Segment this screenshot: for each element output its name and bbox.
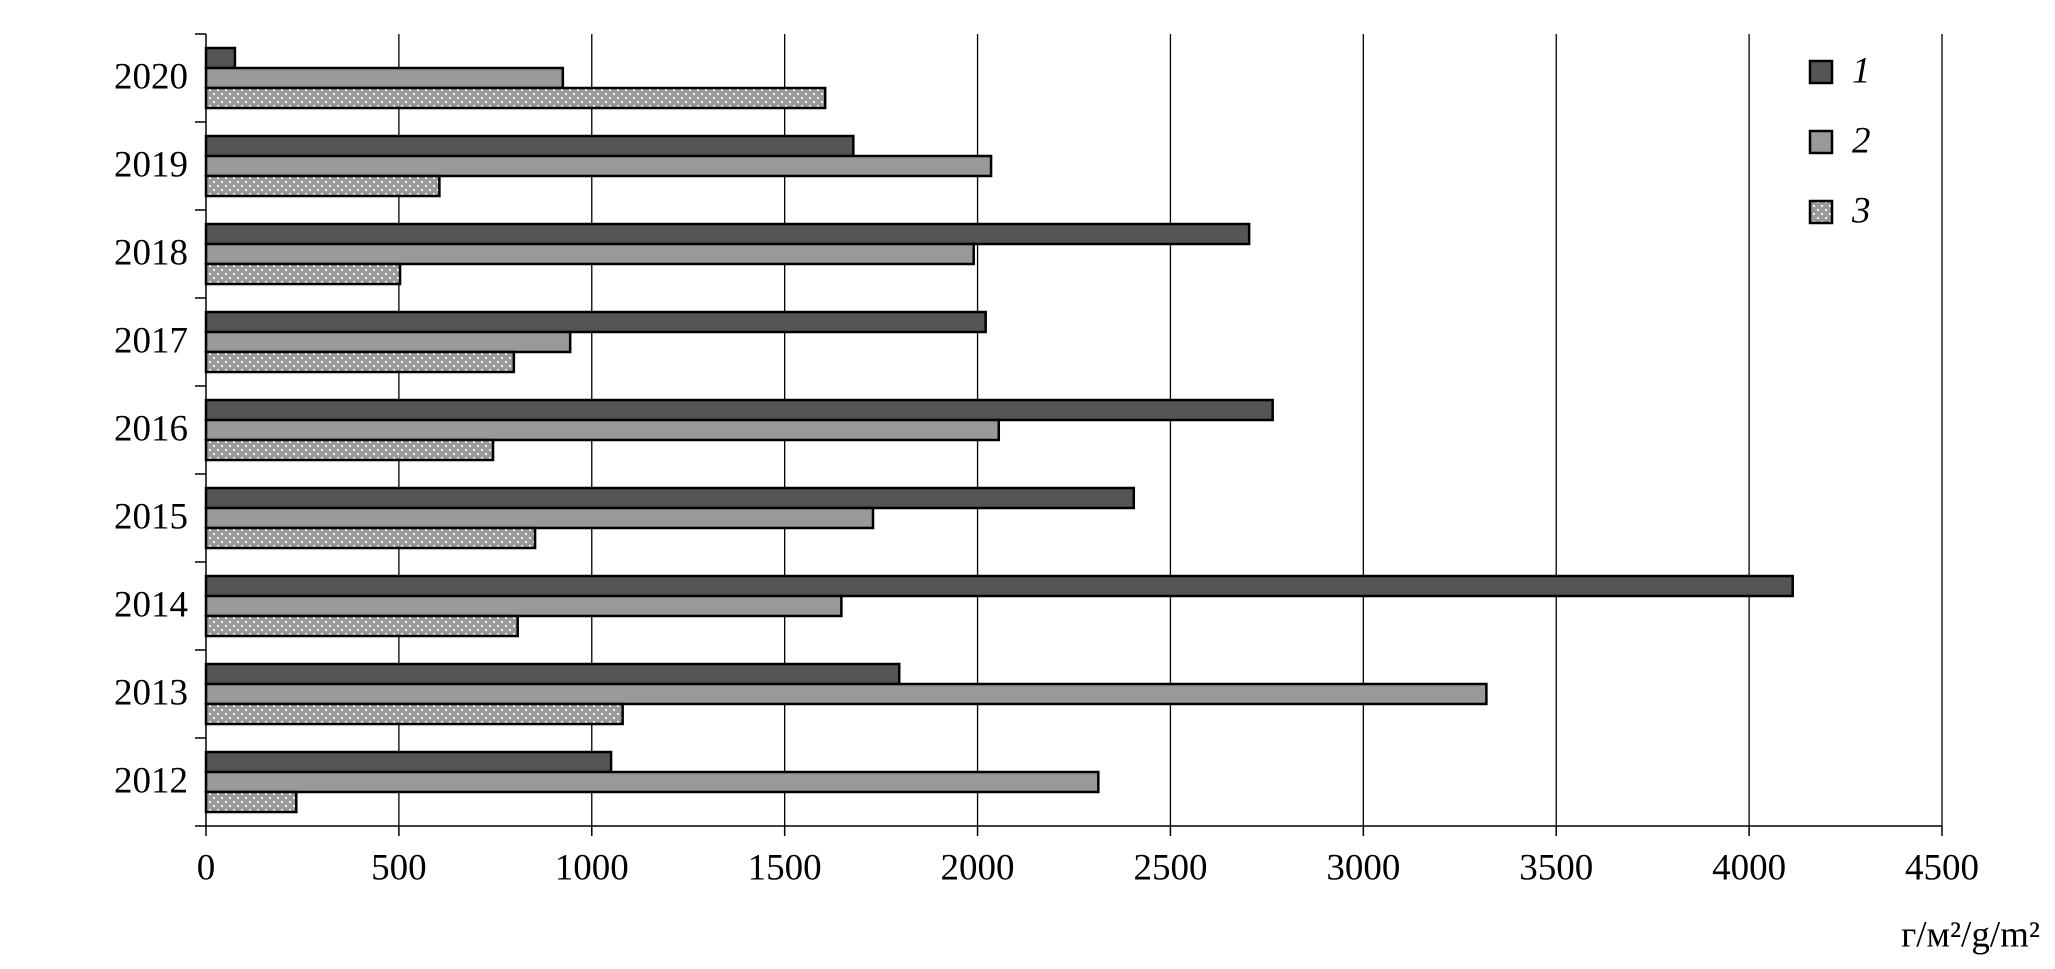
x-tick-label: 1000 bbox=[555, 847, 629, 888]
y-tick-label: 2019 bbox=[114, 144, 188, 185]
bar bbox=[204, 614, 519, 638]
x-tick-label: 1500 bbox=[748, 847, 822, 888]
bar bbox=[204, 418, 1001, 442]
y-tick-label: 2012 bbox=[114, 760, 188, 801]
bar bbox=[204, 262, 402, 286]
bar bbox=[204, 350, 516, 374]
bar bbox=[204, 310, 987, 334]
bar bbox=[204, 682, 1488, 706]
bar bbox=[204, 702, 624, 726]
legend-label: 2 bbox=[1852, 120, 1871, 161]
bar bbox=[204, 222, 1251, 246]
bar bbox=[204, 770, 1100, 794]
x-tick-label: 2000 bbox=[941, 847, 1015, 888]
bar bbox=[204, 662, 901, 686]
x-tick-label: 3500 bbox=[1519, 847, 1593, 888]
y-tick-label: 2020 bbox=[114, 56, 188, 97]
x-tick-label: 500 bbox=[371, 847, 427, 888]
legend-label: 3 bbox=[1851, 190, 1871, 231]
bar bbox=[204, 486, 1136, 510]
y-tick-label: 2018 bbox=[114, 232, 188, 273]
x-tick-label: 2500 bbox=[1133, 847, 1207, 888]
y-tick-label: 2014 bbox=[114, 584, 188, 625]
y-tick-label: 2015 bbox=[114, 496, 188, 537]
bar bbox=[204, 398, 1274, 422]
x-tick-label: 4000 bbox=[1712, 847, 1786, 888]
x-tick-label: 0 bbox=[197, 847, 216, 888]
y-tick-label: 2016 bbox=[114, 408, 188, 449]
x-tick-label: 4500 bbox=[1905, 847, 1979, 888]
bar bbox=[204, 134, 855, 158]
bar bbox=[204, 438, 495, 462]
bar bbox=[204, 506, 875, 530]
bar bbox=[204, 594, 843, 618]
bar bbox=[204, 242, 975, 266]
bar bbox=[204, 526, 537, 550]
bar bbox=[204, 750, 613, 774]
bar bbox=[204, 46, 237, 70]
bar bbox=[204, 86, 827, 110]
bar bbox=[204, 790, 298, 814]
y-tick-label: 2013 bbox=[114, 672, 188, 713]
bar bbox=[204, 66, 565, 90]
bar bbox=[204, 330, 572, 354]
x-tick-label: 3000 bbox=[1326, 847, 1400, 888]
bar bbox=[204, 574, 1794, 598]
x-axis-label: г/м²/g/m² bbox=[1901, 914, 2040, 955]
legend-swatch bbox=[1808, 129, 1834, 155]
legend-label: 1 bbox=[1852, 50, 1871, 91]
bar bbox=[204, 154, 993, 178]
legend-swatch bbox=[1808, 199, 1834, 225]
bar bbox=[204, 174, 441, 198]
y-tick-label: 2017 bbox=[114, 320, 188, 361]
legend-swatch bbox=[1808, 59, 1834, 85]
